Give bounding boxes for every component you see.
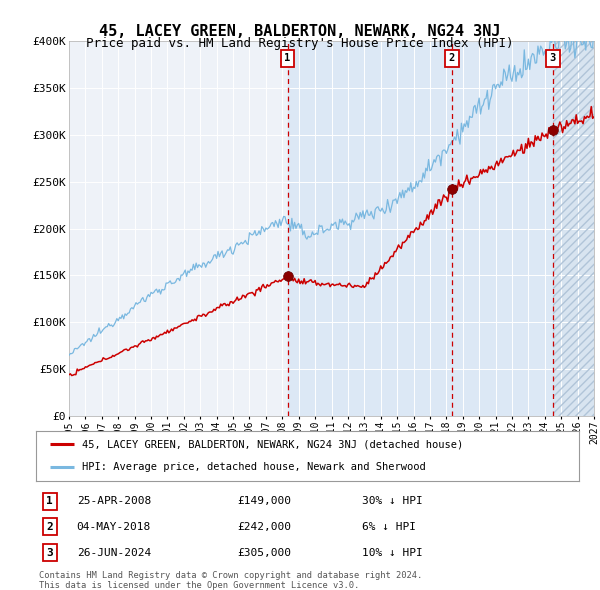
Text: 26-JUN-2024: 26-JUN-2024	[77, 548, 151, 558]
Text: 1: 1	[284, 53, 290, 63]
Text: £149,000: £149,000	[237, 496, 291, 506]
Text: 30% ↓ HPI: 30% ↓ HPI	[362, 496, 422, 506]
Text: Contains HM Land Registry data © Crown copyright and database right 2024.: Contains HM Land Registry data © Crown c…	[39, 571, 422, 580]
Text: 2: 2	[449, 53, 455, 63]
Bar	[287, 41, 553, 416]
Text: This data is licensed under the Open Government Licence v3.0.: This data is licensed under the Open Gov…	[39, 581, 359, 589]
Text: 3: 3	[46, 548, 53, 558]
Text: 25-APR-2008: 25-APR-2008	[77, 496, 151, 506]
Text: 6% ↓ HPI: 6% ↓ HPI	[362, 522, 416, 532]
Text: £305,000: £305,000	[237, 548, 291, 558]
Text: 2: 2	[46, 522, 53, 532]
Text: 1: 1	[46, 496, 53, 506]
Bar	[553, 41, 594, 416]
Text: 10% ↓ HPI: 10% ↓ HPI	[362, 548, 422, 558]
Text: 45, LACEY GREEN, BALDERTON, NEWARK, NG24 3NJ: 45, LACEY GREEN, BALDERTON, NEWARK, NG24…	[99, 24, 501, 38]
Text: Price paid vs. HM Land Registry's House Price Index (HPI): Price paid vs. HM Land Registry's House …	[86, 37, 514, 50]
Text: £242,000: £242,000	[237, 522, 291, 532]
Text: 3: 3	[550, 53, 556, 63]
Text: 04-MAY-2018: 04-MAY-2018	[77, 522, 151, 532]
Text: HPI: Average price, detached house, Newark and Sherwood: HPI: Average price, detached house, Newa…	[82, 462, 426, 472]
Bar	[553, 41, 594, 416]
Text: 45, LACEY GREEN, BALDERTON, NEWARK, NG24 3NJ (detached house): 45, LACEY GREEN, BALDERTON, NEWARK, NG24…	[82, 439, 463, 449]
